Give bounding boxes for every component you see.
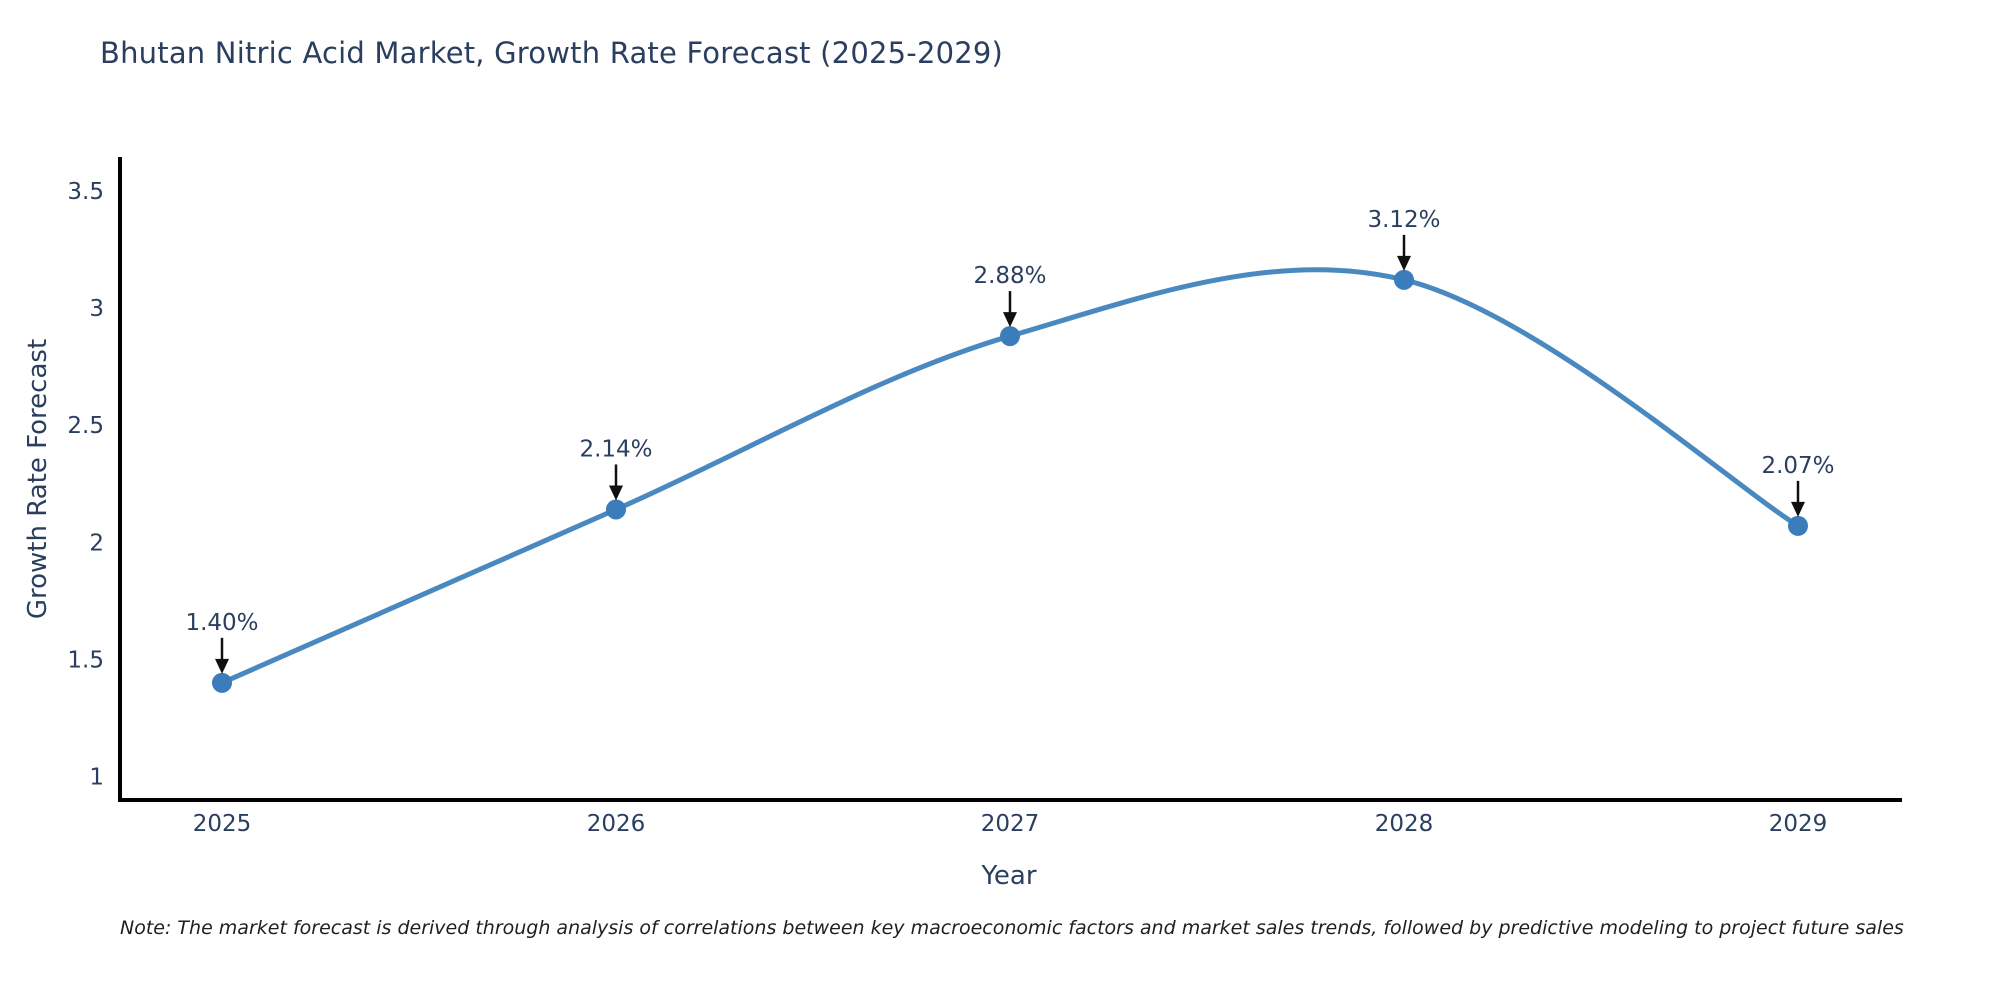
x-tick-label: 2029 <box>1769 811 1828 837</box>
y-axis-title: Growth Rate Forecast <box>23 338 53 620</box>
x-tick-label: 2026 <box>587 811 646 837</box>
chart-title: Bhutan Nitric Acid Market, Growth Rate F… <box>100 36 1004 70</box>
point-label: 2.07% <box>1761 453 1834 479</box>
point-label: 1.40% <box>185 610 258 636</box>
y-tick-label: 2.5 <box>67 413 104 439</box>
y-tick-label: 1 <box>89 765 104 791</box>
footnote: Note: The market forecast is derived thr… <box>120 917 1904 939</box>
data-point <box>1788 515 1808 536</box>
annotation-arrow-head <box>215 658 229 674</box>
x-axis-title: Year <box>981 861 1037 891</box>
annotation-arrow-head <box>1397 255 1411 271</box>
data-point <box>1394 269 1414 290</box>
data-point <box>212 672 232 693</box>
point-label: 2.88% <box>973 263 1046 289</box>
y-tick-label: 3.5 <box>67 179 104 205</box>
x-tick-label: 2025 <box>193 811 252 837</box>
data-point <box>606 499 626 520</box>
point-label: 3.12% <box>1367 207 1440 233</box>
x-tick-label: 2028 <box>1375 811 1434 837</box>
y-tick-label: 2 <box>89 530 104 556</box>
annotation-arrow-head <box>1003 312 1017 328</box>
point-label: 2.14% <box>579 436 652 462</box>
y-tick-label: 1.5 <box>67 647 104 673</box>
annotation-arrow-head <box>609 485 623 501</box>
data-point <box>1000 326 1020 347</box>
y-tick-label: 3 <box>89 296 104 322</box>
x-tick-label: 2027 <box>981 811 1040 837</box>
annotation-arrow-head <box>1791 501 1805 517</box>
axes-spines <box>118 157 1902 802</box>
